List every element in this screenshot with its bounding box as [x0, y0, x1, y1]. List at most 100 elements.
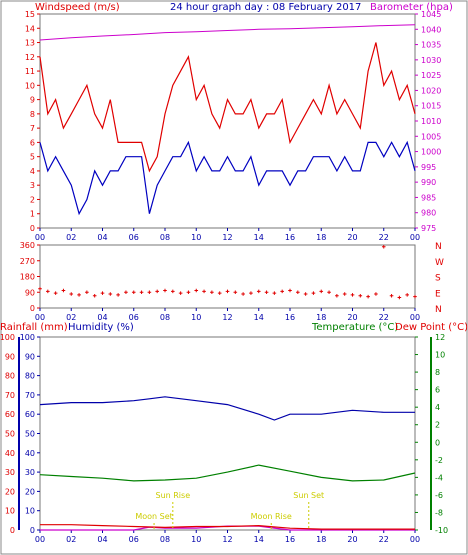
y-tick-label-left: 13 — [25, 39, 35, 48]
event-label: Sun Set — [293, 491, 324, 500]
compass-label: N — [435, 242, 442, 252]
x-tick-label: 00 — [410, 233, 420, 242]
direction-point — [225, 289, 230, 294]
y-tick-label-temp: 8 — [435, 368, 440, 377]
y-tick-label-left: 4 — [30, 167, 35, 176]
direction-point — [374, 292, 378, 296]
y-tick-label-left: 1 — [30, 210, 35, 219]
x-tick-label: 12 — [222, 535, 232, 544]
y-tick-label-rain: 100 — [0, 333, 15, 342]
y-tick-label-left: 15 — [25, 10, 35, 19]
x-tick-label: 08 — [160, 233, 170, 242]
dewpoint-axis-label: Dew Point (°C) — [395, 322, 468, 333]
x-tick-label: 10 — [191, 233, 201, 242]
y-tick-label-humidity: 100 — [20, 333, 35, 342]
series-line-2 — [39, 24, 416, 41]
direction-point — [124, 290, 128, 295]
direction-point — [85, 290, 89, 295]
y-tick-label-left: 0 — [30, 304, 35, 313]
direction-point — [366, 294, 370, 299]
x-tick-label: 22 — [379, 233, 389, 242]
direction-point — [171, 289, 175, 294]
x-tick-label: 18 — [316, 535, 326, 544]
series-line-0 — [39, 42, 416, 173]
direction-point — [217, 291, 222, 295]
event-label: Moon Rise — [251, 512, 292, 521]
direction-point — [92, 293, 97, 298]
chart-title: 24 hour graph day : 08 February 2017 — [170, 2, 361, 13]
direction-point — [303, 292, 308, 296]
y-tick-label-temp: -6 — [435, 491, 443, 500]
x-tick-label: 00 — [35, 535, 45, 544]
x-tick-label: 06 — [129, 313, 139, 322]
compass-label: S — [435, 274, 441, 284]
y-tick-label-rain: 40 — [5, 449, 15, 458]
y-tick-label-rain: 20 — [5, 487, 15, 496]
direction-point — [186, 290, 191, 295]
x-tick-label: 00 — [410, 313, 420, 322]
y-tick-label-humidity: 0 — [30, 526, 35, 535]
direction-point — [139, 290, 144, 295]
compass-label: E — [435, 289, 441, 299]
x-tick-label: 06 — [129, 535, 139, 544]
direction-point — [327, 290, 331, 295]
x-tick-label: 02 — [66, 535, 76, 544]
x-tick-label: 14 — [254, 535, 264, 544]
x-tick-label: 20 — [347, 233, 357, 242]
direction-point — [249, 291, 253, 295]
x-tick-label: 04 — [97, 233, 107, 242]
x-tick-label: 10 — [191, 313, 201, 322]
y-tick-label-rain: 0 — [10, 526, 15, 535]
y-tick-label-temp: 0 — [435, 438, 440, 447]
y-tick-label-left: 90 — [25, 288, 35, 297]
direction-point — [100, 291, 105, 295]
direction-point — [358, 293, 363, 298]
direction-point — [280, 289, 284, 294]
y-tick-label-left: 6 — [30, 138, 35, 147]
y-tick-label-right: 985 — [421, 193, 436, 202]
y-tick-label-rain: 90 — [5, 352, 15, 361]
rainfall-axis-label: Rainfall (mm) — [0, 322, 68, 333]
x-tick-label: 00 — [35, 313, 45, 322]
y-tick-label-left: 8 — [30, 110, 35, 119]
y-tick-label-temp: -10 — [435, 526, 448, 535]
direction-point — [108, 292, 113, 296]
x-tick-label: 08 — [160, 313, 170, 322]
direction-point — [256, 289, 261, 294]
y-tick-label-temp: -2 — [435, 456, 443, 465]
direction-point — [397, 295, 402, 300]
y-tick-label-right: 1045 — [421, 10, 441, 19]
direction-point — [131, 290, 136, 295]
direction-point — [77, 293, 81, 297]
x-tick-label: 14 — [254, 233, 264, 242]
direction-point — [233, 290, 238, 295]
event-label: Moon Set — [135, 512, 172, 521]
direction-point — [311, 291, 316, 295]
direction-point — [413, 294, 417, 299]
direction-point — [194, 288, 199, 293]
x-tick-label: 02 — [66, 233, 76, 242]
direction-point — [46, 289, 50, 294]
direction-point — [163, 288, 167, 293]
y-tick-label-left: 2 — [30, 195, 35, 204]
barometer-axis-label: Barometer (hpa) — [370, 2, 453, 13]
direction-point — [288, 288, 292, 293]
x-tick-label: 18 — [316, 313, 326, 322]
event-label: Sun Rise — [155, 491, 190, 500]
direction-point — [116, 293, 120, 297]
y-tick-label-rain: 80 — [5, 372, 15, 381]
x-tick-label: 22 — [379, 535, 389, 544]
y-tick-label-right: 990 — [421, 178, 436, 187]
x-tick-label: 12 — [222, 313, 232, 322]
x-tick-label: 16 — [285, 313, 295, 322]
y-tick-label-left: 7 — [30, 124, 35, 133]
y-tick-label-humidity: 80 — [25, 372, 35, 381]
y-tick-label-left: 9 — [30, 96, 35, 105]
y-tick-label-rain: 30 — [5, 468, 15, 477]
humidity-axis-label: Humidity (%) — [68, 322, 134, 333]
x-tick-label: 04 — [97, 535, 107, 544]
y-tick-label-left: 10 — [25, 81, 35, 90]
x-tick-label: 06 — [129, 233, 139, 242]
y-tick-label-left: 3 — [30, 181, 35, 190]
